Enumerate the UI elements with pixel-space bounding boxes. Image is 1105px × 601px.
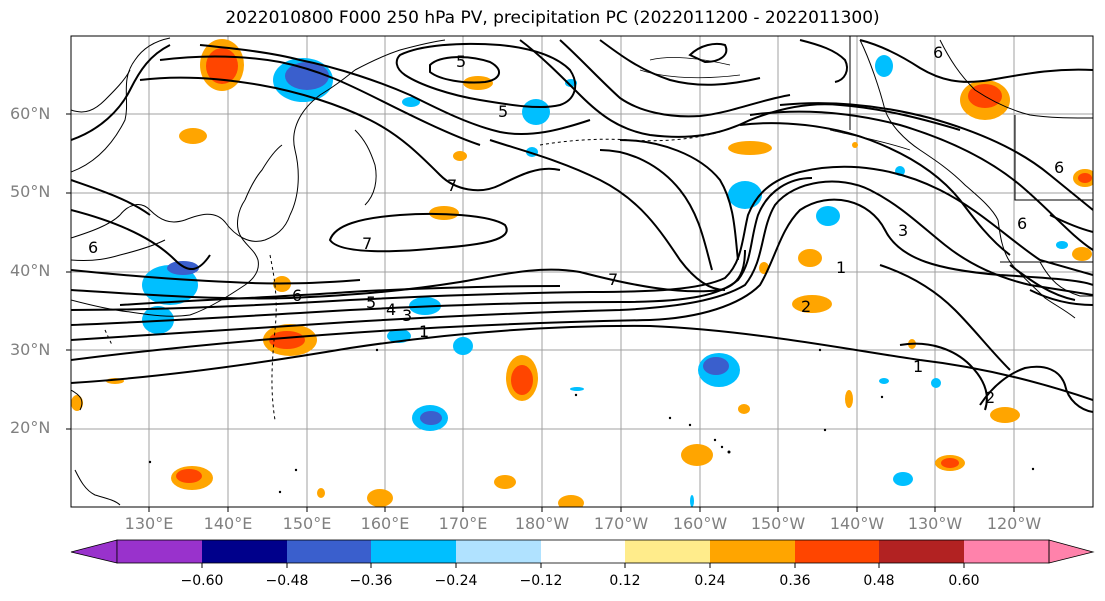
negative-anomalies (142, 55, 1068, 507)
lon-label-120w: 120°W (986, 514, 1042, 533)
contour-label: 6 (933, 43, 943, 62)
colorbar-tick-label: −0.36 (349, 573, 393, 589)
colorbar-tick-label: −0.48 (265, 573, 309, 589)
contour-label: 7 (608, 270, 618, 289)
contour-label: 2 (985, 388, 995, 407)
colorbar-outline (116, 539, 1050, 564)
contour-label: 6 (88, 238, 98, 257)
colorbar-tick-label: −0.60 (180, 573, 224, 589)
colorbar-max-extension (1048, 539, 1095, 564)
map-contents: 5 5 7 7 7 6 6 6 5 4 3 1 1 1 2 2 3 6 6 (71, 36, 1093, 507)
lon-label-150e: 150°E (282, 514, 332, 533)
contour-label: 1 (913, 357, 923, 376)
axis-ticks (66, 113, 1015, 512)
contour-label: 5 (498, 102, 508, 121)
contour-label: 2 (801, 297, 811, 316)
contour-labels: 5 5 7 7 7 6 6 6 5 4 3 1 1 1 2 2 3 6 6 (88, 43, 1064, 407)
lat-label-60n: 60°N (10, 104, 51, 123)
colorbar-segment (879, 540, 964, 563)
colorbar-segment (456, 540, 541, 563)
contour-label: 3 (898, 221, 908, 240)
colorbar-segment (117, 540, 202, 563)
pv-thin-contours (639, 57, 911, 151)
colorbar-tick-label: 0.24 (694, 573, 726, 589)
lon-label-150w: 150°W (750, 514, 806, 533)
contour-label: 7 (362, 234, 372, 253)
contour-label: 1 (419, 322, 429, 341)
contour-label: 6 (292, 286, 302, 305)
colorbar-tick-label: 0.36 (779, 573, 811, 589)
lon-label-140w: 140°W (829, 514, 885, 533)
lat-label-30n: 30°N (10, 340, 51, 359)
contour-label: 4 (386, 300, 396, 319)
colorbar-tick-label: −0.12 (519, 573, 563, 589)
lat-label-20n: 20°N (10, 418, 51, 437)
contour-label: 6 (1017, 214, 1027, 233)
lat-label-50n: 50°N (10, 182, 51, 201)
lon-label-130e: 130°E (124, 514, 174, 533)
contour-label: 7 (447, 176, 457, 195)
contour-label: 5 (456, 52, 466, 71)
colorbar-segment (625, 540, 710, 563)
lon-label-170w: 170°W (593, 514, 649, 533)
colorbar-tick-label: 0.12 (609, 573, 641, 589)
lat-label-40n: 40°N (10, 261, 51, 280)
colorbar (70, 539, 1095, 568)
pv-contours (71, 39, 1093, 413)
lon-label-180w: 180°W (514, 514, 570, 533)
colorbar-segment (964, 540, 1049, 563)
islands (148, 348, 1035, 494)
contour-label: 1 (836, 258, 846, 277)
lon-label-160w: 160°W (672, 514, 728, 533)
colorbar-tick-label: 0.48 (863, 573, 895, 589)
colorbar-segment (371, 540, 456, 563)
lon-label-140e: 140°E (203, 514, 253, 533)
colorbar-min-extension (70, 539, 118, 564)
colorbar-segment (541, 540, 625, 563)
contour-label: 5 (366, 293, 376, 312)
colorbar-tick-label: 0.60 (948, 573, 980, 589)
colorbar-segment (287, 540, 371, 563)
colorbar-segment (202, 540, 287, 563)
map-title: 2022010800 F000 250 hPa PV, precipitatio… (225, 8, 880, 28)
coastlines (71, 36, 1093, 506)
precip-shading (71, 39, 1093, 507)
contour-label: 6 (1054, 158, 1064, 177)
colorbar-segment (710, 540, 795, 563)
positive-anomalies (71, 39, 1093, 507)
colorbar-segment (795, 540, 879, 563)
colorbar-tick-label: −0.24 (434, 573, 478, 589)
contour-label: 3 (402, 306, 412, 325)
lon-label-130w: 130°W (907, 514, 963, 533)
lon-label-160e: 160°E (360, 514, 410, 533)
lon-label-170e: 170°E (438, 514, 488, 533)
